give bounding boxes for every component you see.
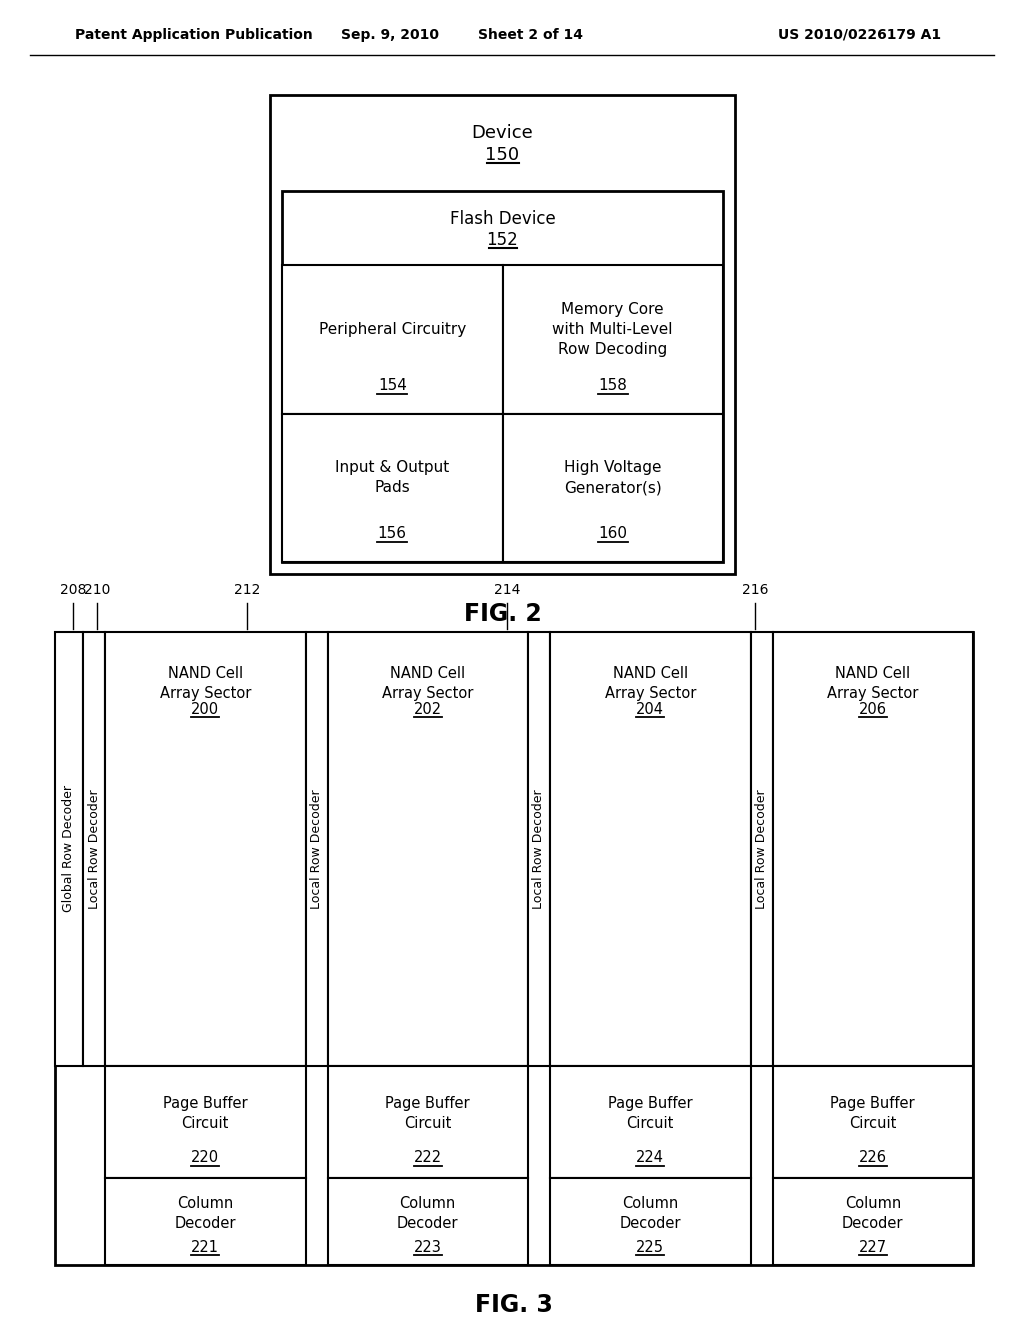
Text: 158: 158 bbox=[598, 379, 627, 393]
Text: 222: 222 bbox=[414, 1150, 441, 1166]
Text: Memory Core
with Multi-Level
Row Decoding: Memory Core with Multi-Level Row Decodin… bbox=[553, 302, 673, 356]
Text: 156: 156 bbox=[378, 527, 407, 541]
Text: Column
Decoder: Column Decoder bbox=[620, 1196, 681, 1230]
Text: Peripheral Circuitry: Peripheral Circuitry bbox=[318, 322, 466, 337]
Text: Device: Device bbox=[472, 124, 534, 141]
Text: Local Row Decoder: Local Row Decoder bbox=[87, 789, 100, 908]
FancyBboxPatch shape bbox=[503, 413, 723, 562]
FancyBboxPatch shape bbox=[550, 1177, 751, 1266]
FancyBboxPatch shape bbox=[772, 1065, 973, 1177]
Text: 223: 223 bbox=[414, 1239, 441, 1255]
Text: 204: 204 bbox=[636, 702, 665, 717]
Text: 210: 210 bbox=[84, 582, 111, 597]
Text: 160: 160 bbox=[598, 527, 628, 541]
FancyBboxPatch shape bbox=[772, 1177, 973, 1266]
Text: Input & Output
Pads: Input & Output Pads bbox=[335, 461, 450, 495]
FancyBboxPatch shape bbox=[270, 95, 735, 574]
Text: Sheet 2 of 14: Sheet 2 of 14 bbox=[477, 28, 583, 42]
Text: 206: 206 bbox=[859, 702, 887, 717]
Text: Local Row Decoder: Local Row Decoder bbox=[532, 789, 546, 908]
FancyBboxPatch shape bbox=[105, 632, 305, 1065]
FancyBboxPatch shape bbox=[772, 632, 973, 1065]
FancyBboxPatch shape bbox=[550, 1065, 751, 1177]
Text: 212: 212 bbox=[233, 582, 260, 597]
Text: FIG. 2: FIG. 2 bbox=[464, 602, 542, 626]
Text: 227: 227 bbox=[859, 1239, 887, 1255]
FancyBboxPatch shape bbox=[751, 632, 772, 1065]
Text: Page Buffer
Circuit: Page Buffer Circuit bbox=[830, 1097, 915, 1131]
FancyBboxPatch shape bbox=[83, 632, 105, 1065]
Text: 216: 216 bbox=[741, 582, 768, 597]
Text: 154: 154 bbox=[378, 379, 407, 393]
Text: 202: 202 bbox=[414, 702, 441, 717]
Text: 214: 214 bbox=[494, 582, 520, 597]
FancyBboxPatch shape bbox=[55, 632, 83, 1065]
Text: Column
Decoder: Column Decoder bbox=[397, 1196, 459, 1230]
Text: Patent Application Publication: Patent Application Publication bbox=[75, 28, 312, 42]
Text: 225: 225 bbox=[636, 1239, 665, 1255]
Text: NAND Cell
Array Sector: NAND Cell Array Sector bbox=[827, 667, 919, 701]
Text: Page Buffer
Circuit: Page Buffer Circuit bbox=[163, 1097, 248, 1131]
Text: High Voltage
Generator(s): High Voltage Generator(s) bbox=[564, 461, 662, 495]
FancyBboxPatch shape bbox=[550, 632, 751, 1065]
Text: 220: 220 bbox=[191, 1150, 219, 1166]
FancyBboxPatch shape bbox=[528, 632, 550, 1065]
Text: US 2010/0226179 A1: US 2010/0226179 A1 bbox=[778, 28, 941, 42]
FancyBboxPatch shape bbox=[328, 1177, 528, 1266]
Text: NAND Cell
Array Sector: NAND Cell Array Sector bbox=[160, 667, 251, 701]
Text: NAND Cell
Array Sector: NAND Cell Array Sector bbox=[382, 667, 473, 701]
Text: Local Row Decoder: Local Row Decoder bbox=[755, 789, 768, 908]
FancyBboxPatch shape bbox=[328, 1065, 528, 1177]
FancyBboxPatch shape bbox=[282, 265, 503, 413]
FancyBboxPatch shape bbox=[105, 1065, 305, 1177]
Text: Sep. 9, 2010: Sep. 9, 2010 bbox=[341, 28, 439, 42]
Text: 200: 200 bbox=[191, 702, 219, 717]
FancyBboxPatch shape bbox=[328, 632, 528, 1065]
Text: 221: 221 bbox=[191, 1239, 219, 1255]
Text: 226: 226 bbox=[859, 1150, 887, 1166]
Text: Column
Decoder: Column Decoder bbox=[174, 1196, 236, 1230]
Text: Page Buffer
Circuit: Page Buffer Circuit bbox=[385, 1097, 470, 1131]
Text: Global Row Decoder: Global Row Decoder bbox=[62, 785, 76, 912]
FancyBboxPatch shape bbox=[55, 632, 973, 1266]
Text: Local Row Decoder: Local Row Decoder bbox=[310, 789, 323, 908]
Text: FIG. 3: FIG. 3 bbox=[475, 1294, 553, 1317]
FancyBboxPatch shape bbox=[282, 413, 503, 562]
Text: 152: 152 bbox=[486, 231, 518, 249]
Text: Flash Device: Flash Device bbox=[450, 210, 555, 227]
FancyBboxPatch shape bbox=[305, 632, 328, 1065]
Text: NAND Cell
Array Sector: NAND Cell Array Sector bbox=[604, 667, 696, 701]
Text: 224: 224 bbox=[636, 1150, 665, 1166]
Text: Column
Decoder: Column Decoder bbox=[842, 1196, 903, 1230]
Text: 150: 150 bbox=[485, 145, 519, 164]
FancyBboxPatch shape bbox=[503, 265, 723, 413]
FancyBboxPatch shape bbox=[105, 1177, 305, 1266]
Text: 208: 208 bbox=[59, 582, 86, 597]
FancyBboxPatch shape bbox=[282, 190, 723, 562]
Text: Page Buffer
Circuit: Page Buffer Circuit bbox=[608, 1097, 692, 1131]
